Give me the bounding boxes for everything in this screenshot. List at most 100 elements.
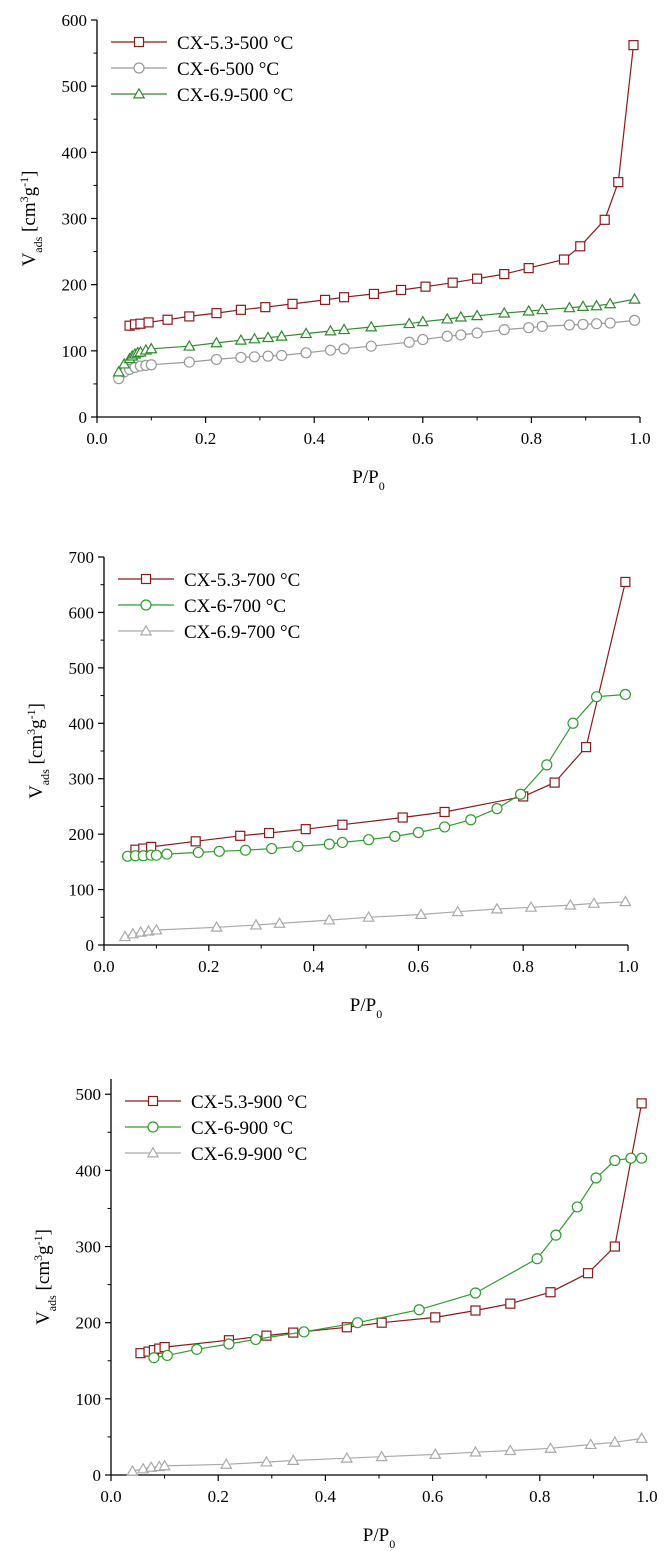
data-point <box>261 331 275 343</box>
data-point <box>439 806 450 818</box>
data-point <box>248 351 261 363</box>
data-point <box>235 830 246 841</box>
data-point <box>389 830 401 842</box>
data-point <box>491 803 503 815</box>
data-point <box>470 1305 481 1316</box>
legend: CX-5.3-700 °C CX-6-700 °C CX-6.9-700 °C <box>118 570 300 643</box>
data-point <box>192 846 204 859</box>
data-point <box>628 40 639 51</box>
data-point <box>162 314 173 325</box>
data-point <box>126 1464 139 1476</box>
data-point <box>523 322 535 334</box>
data-point <box>498 306 511 318</box>
data-point <box>273 916 286 928</box>
series-2 <box>148 1152 648 1364</box>
x-axis-title: P/P0 <box>350 995 382 1021</box>
data-point <box>549 777 560 788</box>
series-3 <box>126 1432 648 1476</box>
series-line <box>127 693 626 857</box>
data-point <box>211 308 222 319</box>
data-point <box>563 301 576 313</box>
x-axis-title: P/P0 <box>363 1525 395 1551</box>
data-point <box>210 920 223 932</box>
y-axis-title: Vads [cm3g-1] <box>24 703 52 799</box>
data-point <box>414 908 428 919</box>
y-tick-label: 0 <box>79 408 88 427</box>
data-point <box>505 1298 516 1309</box>
data-point <box>262 350 274 362</box>
series-line <box>153 1157 642 1359</box>
legend-marker <box>140 599 152 611</box>
data-point <box>148 1352 160 1364</box>
chart-panel-1: 0.0 0.2 0.4 0.6 0.8 1.0 0 100 200 300 400 500 600 P/P… <box>17 11 651 493</box>
data-point <box>210 353 223 366</box>
data-point <box>117 357 131 369</box>
series-1 <box>124 40 639 331</box>
data-point <box>536 320 548 332</box>
y-tick-label: 500 <box>62 77 88 96</box>
x-tick-label: 0.0 <box>100 1487 121 1506</box>
series-3 <box>112 292 641 377</box>
data-point <box>145 359 157 371</box>
legend-marker <box>147 1121 159 1133</box>
x-tick-label: 0.8 <box>513 957 534 976</box>
data-point <box>362 910 375 922</box>
data-point <box>375 1450 388 1462</box>
data-point <box>143 317 154 328</box>
data-point <box>580 742 592 753</box>
y-tick-label: 700 <box>69 548 95 567</box>
legend-marker <box>133 36 145 48</box>
series-line <box>132 1437 642 1472</box>
legend-marker <box>147 1095 159 1107</box>
chart-panel-3: 0.0 0.2 0.4 0.6 0.8 1.0 0 100 200 300 400 500 P/P0 Va… <box>31 1079 658 1551</box>
data-point <box>590 299 603 311</box>
data-point <box>451 905 464 917</box>
data-point <box>299 327 313 339</box>
data-point <box>183 339 196 351</box>
x-tick-label: 0.2 <box>208 1487 229 1506</box>
data-point <box>144 1461 158 1472</box>
data-point <box>363 834 375 846</box>
data-point <box>416 315 430 327</box>
data-point <box>263 827 275 839</box>
x-tick-label: 0.0 <box>86 429 107 448</box>
data-point <box>340 1451 354 1463</box>
data-point <box>584 1438 597 1450</box>
data-point <box>523 263 534 274</box>
data-point <box>575 241 586 252</box>
legend-label: CX-6.9-500 °C <box>177 85 293 106</box>
data-point <box>550 1229 562 1241</box>
data-point <box>158 1459 171 1471</box>
data-point <box>337 819 348 830</box>
data-point <box>590 691 603 703</box>
data-point <box>420 281 431 292</box>
y-tick-label: 600 <box>69 603 95 622</box>
data-point <box>300 347 312 359</box>
data-point <box>587 897 601 908</box>
data-point <box>338 343 350 355</box>
y-tick-label: 300 <box>62 210 88 229</box>
data-point <box>250 1333 262 1346</box>
y-tick-label: 500 <box>76 1085 102 1104</box>
data-point <box>412 826 424 839</box>
y-tick-label: 300 <box>76 1238 102 1257</box>
data-point <box>261 1330 272 1341</box>
legend-label: CX-6-900 °C <box>191 1118 293 1139</box>
data-point <box>338 292 350 303</box>
data-point <box>161 848 173 860</box>
data-point <box>454 310 468 322</box>
data-point <box>563 319 576 331</box>
data-point <box>471 327 483 339</box>
data-point <box>469 1445 482 1457</box>
data-point <box>472 273 483 284</box>
data-point <box>235 351 247 364</box>
data-point <box>417 333 429 346</box>
data-point <box>260 302 271 313</box>
data-point <box>567 717 579 729</box>
series-1 <box>130 576 631 855</box>
data-point <box>544 1441 557 1453</box>
data-point <box>524 900 538 912</box>
data-point <box>184 311 195 322</box>
legend-marker <box>133 62 145 74</box>
